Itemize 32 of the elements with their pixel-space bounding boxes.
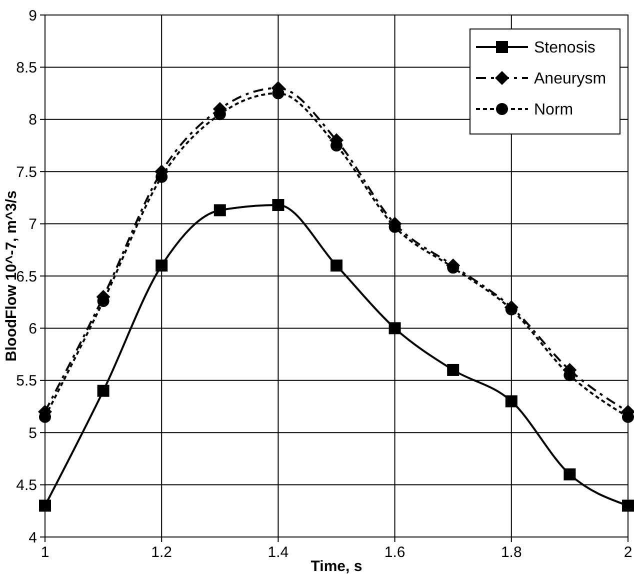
point [214,204,226,216]
y-tick-label: 6 [28,320,37,338]
point [330,260,342,272]
legend-label: Norm [534,102,574,119]
y-tick-label: 8 [28,112,37,129]
point [447,364,460,376]
y-tick-label: 8.5 [16,59,37,76]
point [272,199,284,212]
legend-label: Aneurysm [534,70,606,88]
y-tick-label: 6.5 [16,268,37,286]
point [564,468,576,480]
legend-label: Stenosis [534,40,596,57]
point [622,500,634,512]
x-tick-label: 1.2 [151,544,172,561]
point [388,322,401,334]
x-tick-label: 2 [624,544,632,561]
point [156,260,168,272]
y-tick-label: 7.5 [16,164,37,181]
y-tick-label: 4 [28,529,37,546]
y-tick-label: 4.5 [16,477,37,494]
x-tick-label: 1.8 [500,544,522,561]
x-axis-title: Time, s [310,558,362,574]
x-tick-label: 1.6 [384,544,406,561]
y-tick-label: 7 [28,216,37,234]
point [505,395,518,408]
y-tick-label: 5 [28,424,37,442]
y-tick-label: 9 [28,7,37,24]
x-tick-label: 1 [40,544,50,561]
y-tick-label: 5.5 [16,372,37,390]
point [97,384,110,397]
point [39,500,51,512]
x-tick-label: 1.4 [268,544,289,561]
